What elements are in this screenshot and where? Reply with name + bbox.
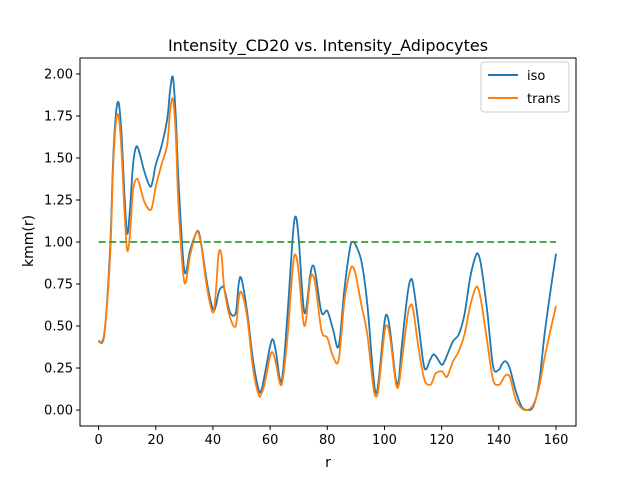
- y-tick-label: 0.00: [44, 404, 73, 419]
- x-tick-label: 100: [372, 433, 397, 448]
- chart-title: Intensity_CD20 vs. Intensity_Adipocytes: [168, 36, 488, 56]
- x-tick-label: 140: [486, 433, 511, 448]
- plot-lines: [97, 75, 557, 412]
- y-tick-label: 1.75: [44, 109, 73, 124]
- series-line-iso: [97, 75, 557, 412]
- legend: iso trans: [480, 61, 570, 113]
- y-axis-ticks: 0.00 0.25 0.50 0.75 1.00 1.25 1.50 1.75 2.00: [44, 67, 80, 419]
- x-tick-label: 40: [205, 433, 222, 448]
- legend-label-trans: trans: [527, 92, 561, 107]
- y-tick-label: 1.00: [44, 236, 73, 251]
- y-tick-label: 0.75: [44, 278, 73, 293]
- y-tick-label: 0.50: [44, 320, 73, 335]
- x-axis-label: r: [325, 455, 331, 471]
- x-tick-label: 60: [262, 433, 279, 448]
- series-line-trans: [97, 97, 557, 412]
- x-axis-ticks: 0 20 40 60 80 100 120 140 160: [94, 426, 568, 448]
- y-tick-label: 1.25: [44, 193, 73, 208]
- y-tick-label: 2.00: [44, 67, 73, 82]
- x-tick-label: 0: [94, 433, 102, 448]
- y-tick-label: 0.25: [44, 362, 73, 377]
- y-tick-label: 1.50: [44, 151, 73, 166]
- x-tick-label: 20: [147, 433, 164, 448]
- x-tick-label: 160: [544, 433, 569, 448]
- x-tick-label: 120: [429, 433, 454, 448]
- legend-label-iso: iso: [527, 69, 545, 84]
- x-tick-label: 80: [319, 433, 336, 448]
- y-axis-label: kmm(r): [21, 215, 37, 267]
